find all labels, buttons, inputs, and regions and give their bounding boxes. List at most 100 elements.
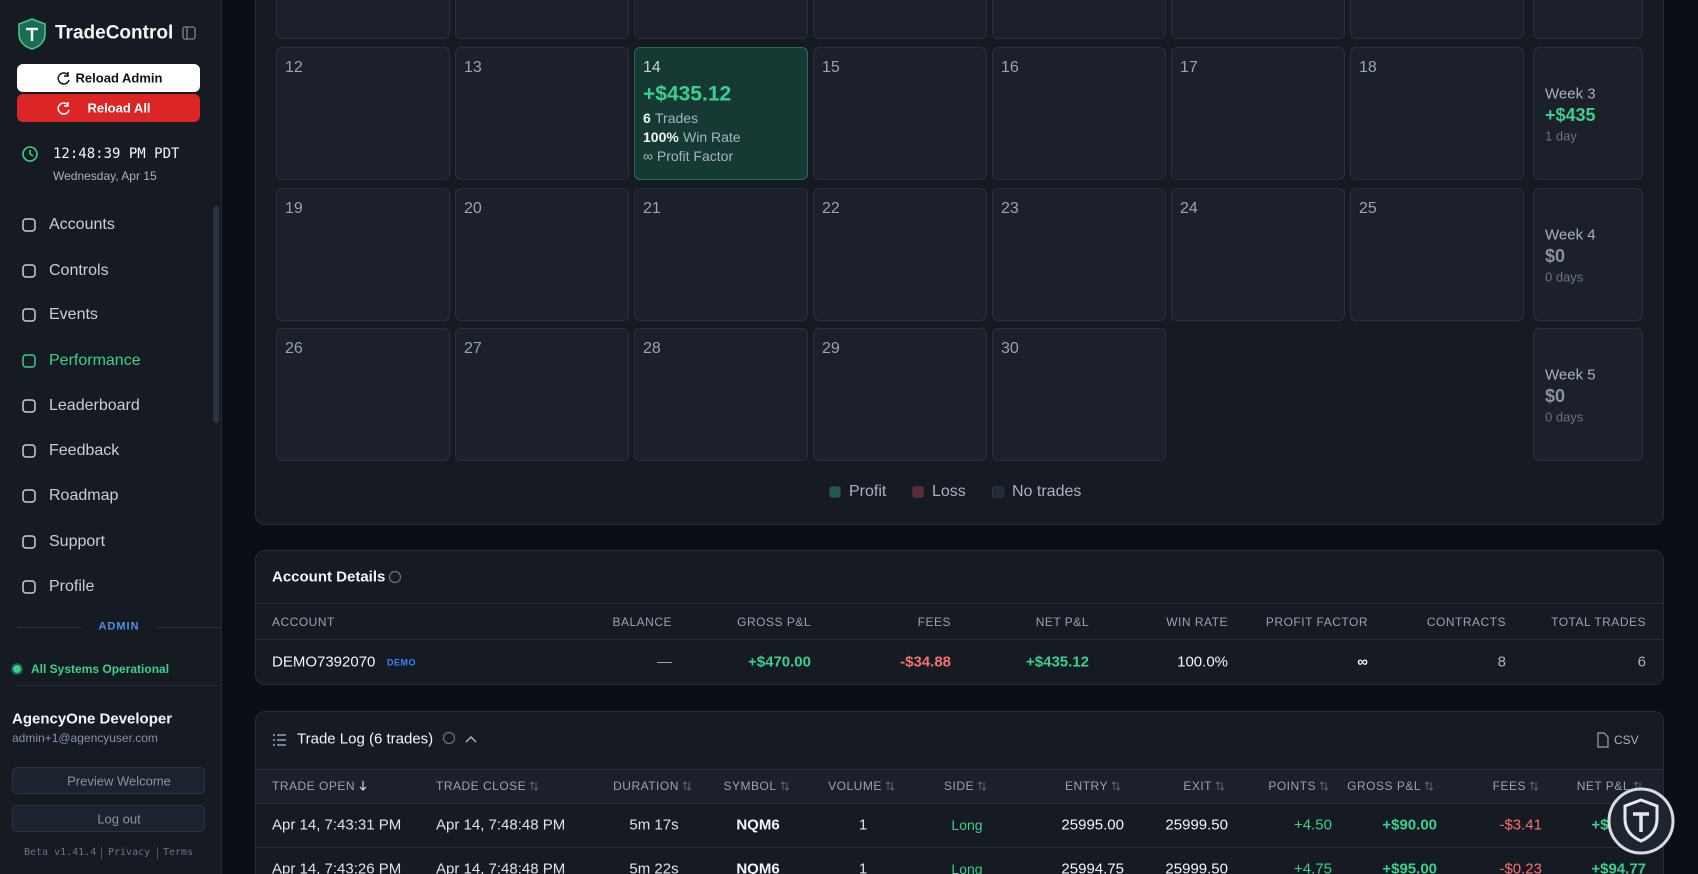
sort-icon [682, 781, 692, 791]
week-cell [1533, 47, 1643, 180]
nav-item[interactable]: Controls [49, 262, 109, 279]
calendar-cell[interactable] [813, 188, 987, 321]
legend-label: Loss [932, 483, 966, 500]
table-cell: ∞ [1357, 653, 1368, 671]
column-header: NET P&L [1035, 615, 1089, 629]
calendar-cell[interactable] [276, 188, 450, 321]
calendar-cell[interactable] [992, 188, 1166, 321]
reload-label[interactable]: Reload All [87, 100, 151, 116]
column-header: ACCOUNT [272, 615, 335, 629]
calendar-cell[interactable] [1350, 47, 1524, 180]
week-cell [1533, 328, 1643, 461]
reload-button[interactable] [17, 64, 200, 92]
table-cell: — [657, 653, 672, 671]
collapse-button[interactable] [182, 26, 196, 40]
demo-badge: DEMO [387, 657, 416, 668]
column-header[interactable]: GROSS P&L [1347, 779, 1421, 793]
sidebar-action-label[interactable]: Preview Welcome [67, 773, 171, 789]
calendar-cell[interactable] [992, 328, 1166, 461]
nav-item[interactable]: Leaderboard [49, 397, 140, 414]
scrollbar[interactable] [213, 206, 219, 423]
table-cell: -$34.88 [900, 653, 951, 671]
status-text: All Systems Operational [31, 662, 170, 676]
calendar-cell [455, 0, 629, 39]
calendar-cell[interactable] [455, 47, 629, 180]
legend-swatch [912, 486, 924, 498]
nav-icon [22, 308, 36, 322]
sort-icon [780, 781, 789, 791]
sidebar-action-label[interactable]: Log out [97, 811, 141, 827]
table-cell: +$95.00 [1382, 860, 1437, 874]
day-number: 14 [643, 59, 661, 76]
column-header[interactable]: DURATION [613, 779, 679, 793]
column-header[interactable]: TRADE CLOSE [436, 779, 527, 793]
calendar-cell[interactable] [813, 47, 987, 180]
week-count: 0 days [1545, 269, 1584, 285]
column-header[interactable]: VOLUME [828, 779, 882, 793]
export-button[interactable]: CSV [1614, 733, 1639, 747]
table-cell: -$0.23 [1499, 860, 1542, 874]
calendar-cell [813, 0, 987, 39]
table-cell: NQM6 [736, 860, 780, 874]
calendar-cell[interactable] [276, 47, 450, 180]
floating-logo[interactable] [1607, 787, 1675, 855]
column-header[interactable]: FEES [1492, 779, 1526, 793]
nav-icon [22, 264, 36, 278]
day-number: 17 [1180, 59, 1198, 76]
day-number: 19 [285, 200, 303, 217]
footer-link[interactable]: Terms [163, 847, 194, 858]
nav-icon [22, 399, 36, 413]
card-title: Trade Log (6 trades) [297, 730, 434, 748]
sort-icon [1215, 781, 1225, 791]
footer-link[interactable]: Privacy [108, 847, 151, 858]
table-header-band [256, 769, 1663, 804]
calendar-cell[interactable] [1171, 47, 1345, 180]
reload-button[interactable] [17, 94, 200, 122]
calendar-cell[interactable] [1171, 188, 1345, 321]
column-header[interactable]: EXIT [1183, 779, 1212, 793]
nav-icon [22, 580, 36, 594]
reload-label[interactable]: Reload Admin [75, 70, 163, 86]
nav-item[interactable]: Performance [49, 352, 141, 369]
column-header[interactable]: SIDE [943, 779, 975, 793]
profit-day-cell[interactable] [634, 47, 808, 180]
calendar-cell[interactable] [634, 188, 808, 321]
help-icon [442, 731, 456, 745]
nav-item[interactable]: Profile [49, 578, 95, 595]
column-header[interactable]: TRADE OPEN [272, 779, 356, 793]
nav-item[interactable]: Support [49, 533, 106, 550]
week-amount: +$435 [1545, 105, 1596, 125]
day-trades-label: Trades [655, 110, 699, 126]
footer-link: Beta v1.41.4 [24, 847, 97, 858]
sidebar-action[interactable] [12, 805, 205, 832]
clock-icon [22, 146, 38, 162]
clock-date: Wednesday, Apr 15 [53, 169, 157, 183]
nav-icon [22, 535, 36, 549]
calendar-cell[interactable] [276, 328, 450, 461]
column-header[interactable]: NET P&L [1576, 779, 1630, 793]
nav-item[interactable]: Feedback [49, 442, 120, 459]
nav-item[interactable]: Events [49, 306, 98, 323]
calendar-cell[interactable] [992, 47, 1166, 180]
table-cell: +$94.77 [1591, 860, 1646, 874]
help-icon [388, 570, 402, 584]
calendar-cell[interactable] [455, 328, 629, 461]
table-cell: Apr 14, 7:43:26 PM [272, 860, 402, 874]
calendar-cell[interactable] [1350, 188, 1524, 321]
column-header[interactable]: SYMBOL [723, 779, 777, 793]
calendar-cell[interactable] [634, 328, 808, 461]
day-number: 28 [643, 340, 661, 357]
nav-item[interactable]: Roadmap [49, 487, 119, 504]
calendar-cell[interactable] [813, 328, 987, 461]
column-header[interactable]: POINTS [1268, 779, 1316, 793]
week-count: 1 day [1545, 128, 1577, 144]
sort-icon [529, 781, 539, 791]
nav-item[interactable]: Accounts [49, 216, 115, 233]
sidebar-action[interactable] [12, 767, 205, 794]
column-header[interactable]: ENTRY [1065, 779, 1108, 793]
calendar-cell[interactable] [455, 188, 629, 321]
day-number: 21 [643, 200, 661, 217]
table-cell: Apr 14, 7:48:48 PM [436, 860, 566, 874]
day-win-rate-label: Win Rate [683, 129, 741, 145]
